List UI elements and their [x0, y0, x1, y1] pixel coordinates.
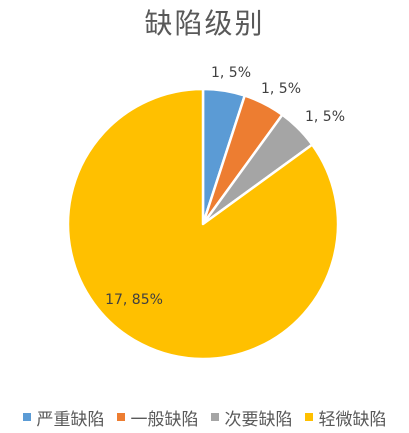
legend-item-4: 轻微缺陷 — [304, 405, 387, 430]
legend-swatch-3 — [210, 413, 219, 421]
data-label-1: 1, 5% — [211, 65, 251, 81]
legend-item-2: 一般缺陷 — [116, 405, 199, 430]
legend-label-4: 轻微缺陷 — [318, 409, 387, 430]
data-label-2: 1, 5% — [261, 81, 301, 97]
legend-label-1: 严重缺陷 — [36, 409, 105, 430]
data-label-4: 17, 85% — [105, 292, 163, 308]
pie-slice-4 — [66, 87, 340, 361]
legend-swatch-1 — [22, 413, 31, 421]
legend-label-2: 一般缺陷 — [130, 409, 199, 430]
legend-swatch-2 — [116, 413, 125, 421]
legend-item-3: 次要缺陷 — [210, 405, 293, 430]
legend: 严重缺陷 一般缺陷 次要缺陷 轻微缺陷 — [0, 404, 409, 430]
legend-swatch-4 — [304, 413, 313, 421]
legend-item-1: 严重缺陷 — [22, 405, 105, 430]
data-label-3: 1, 5% — [305, 109, 345, 125]
pie-chart: 1, 5%1, 5%1, 5%17, 85% — [66, 65, 345, 361]
legend-label-3: 次要缺陷 — [224, 409, 293, 430]
chart-title: 缺陷级别 — [144, 7, 265, 40]
